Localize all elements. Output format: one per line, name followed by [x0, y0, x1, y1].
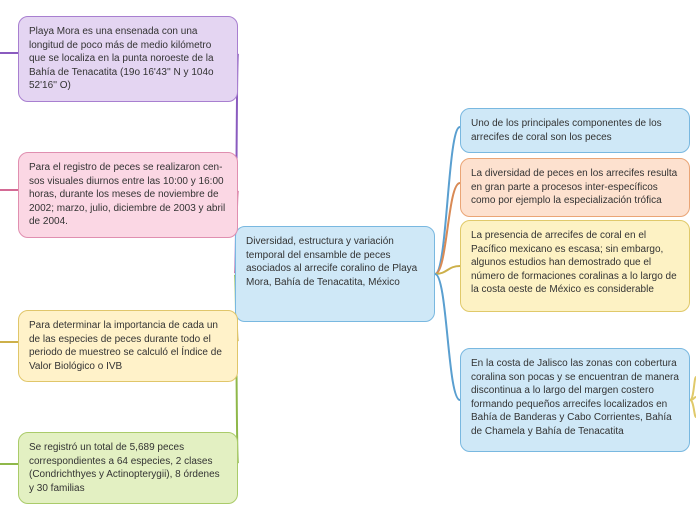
left-node-total-peces: Se registró un total de 5,689 peces corr… [18, 432, 238, 504]
right-node-diversidad-peces: La diversidad de peces en los arrecifes … [460, 158, 690, 217]
left-node-registro-peces: Para el registro de peces se realizaron … [18, 152, 238, 238]
left-node-playa-mora: Playa Mora es una ensenada con una longi… [18, 16, 238, 102]
right-node-pacifico-mexicano: La presencia de arrecifes de coral en el… [460, 220, 690, 312]
left-node-ivb: Para determinar la importancia de cada u… [18, 310, 238, 382]
right-node-componentes-peces: Uno de los principales componentes de lo… [460, 108, 690, 153]
center-node: Diversidad, estructura y variación tempo… [235, 226, 435, 322]
right-node-costa-jalisco: En la costa de Jalisco las zonas con cob… [460, 348, 690, 452]
